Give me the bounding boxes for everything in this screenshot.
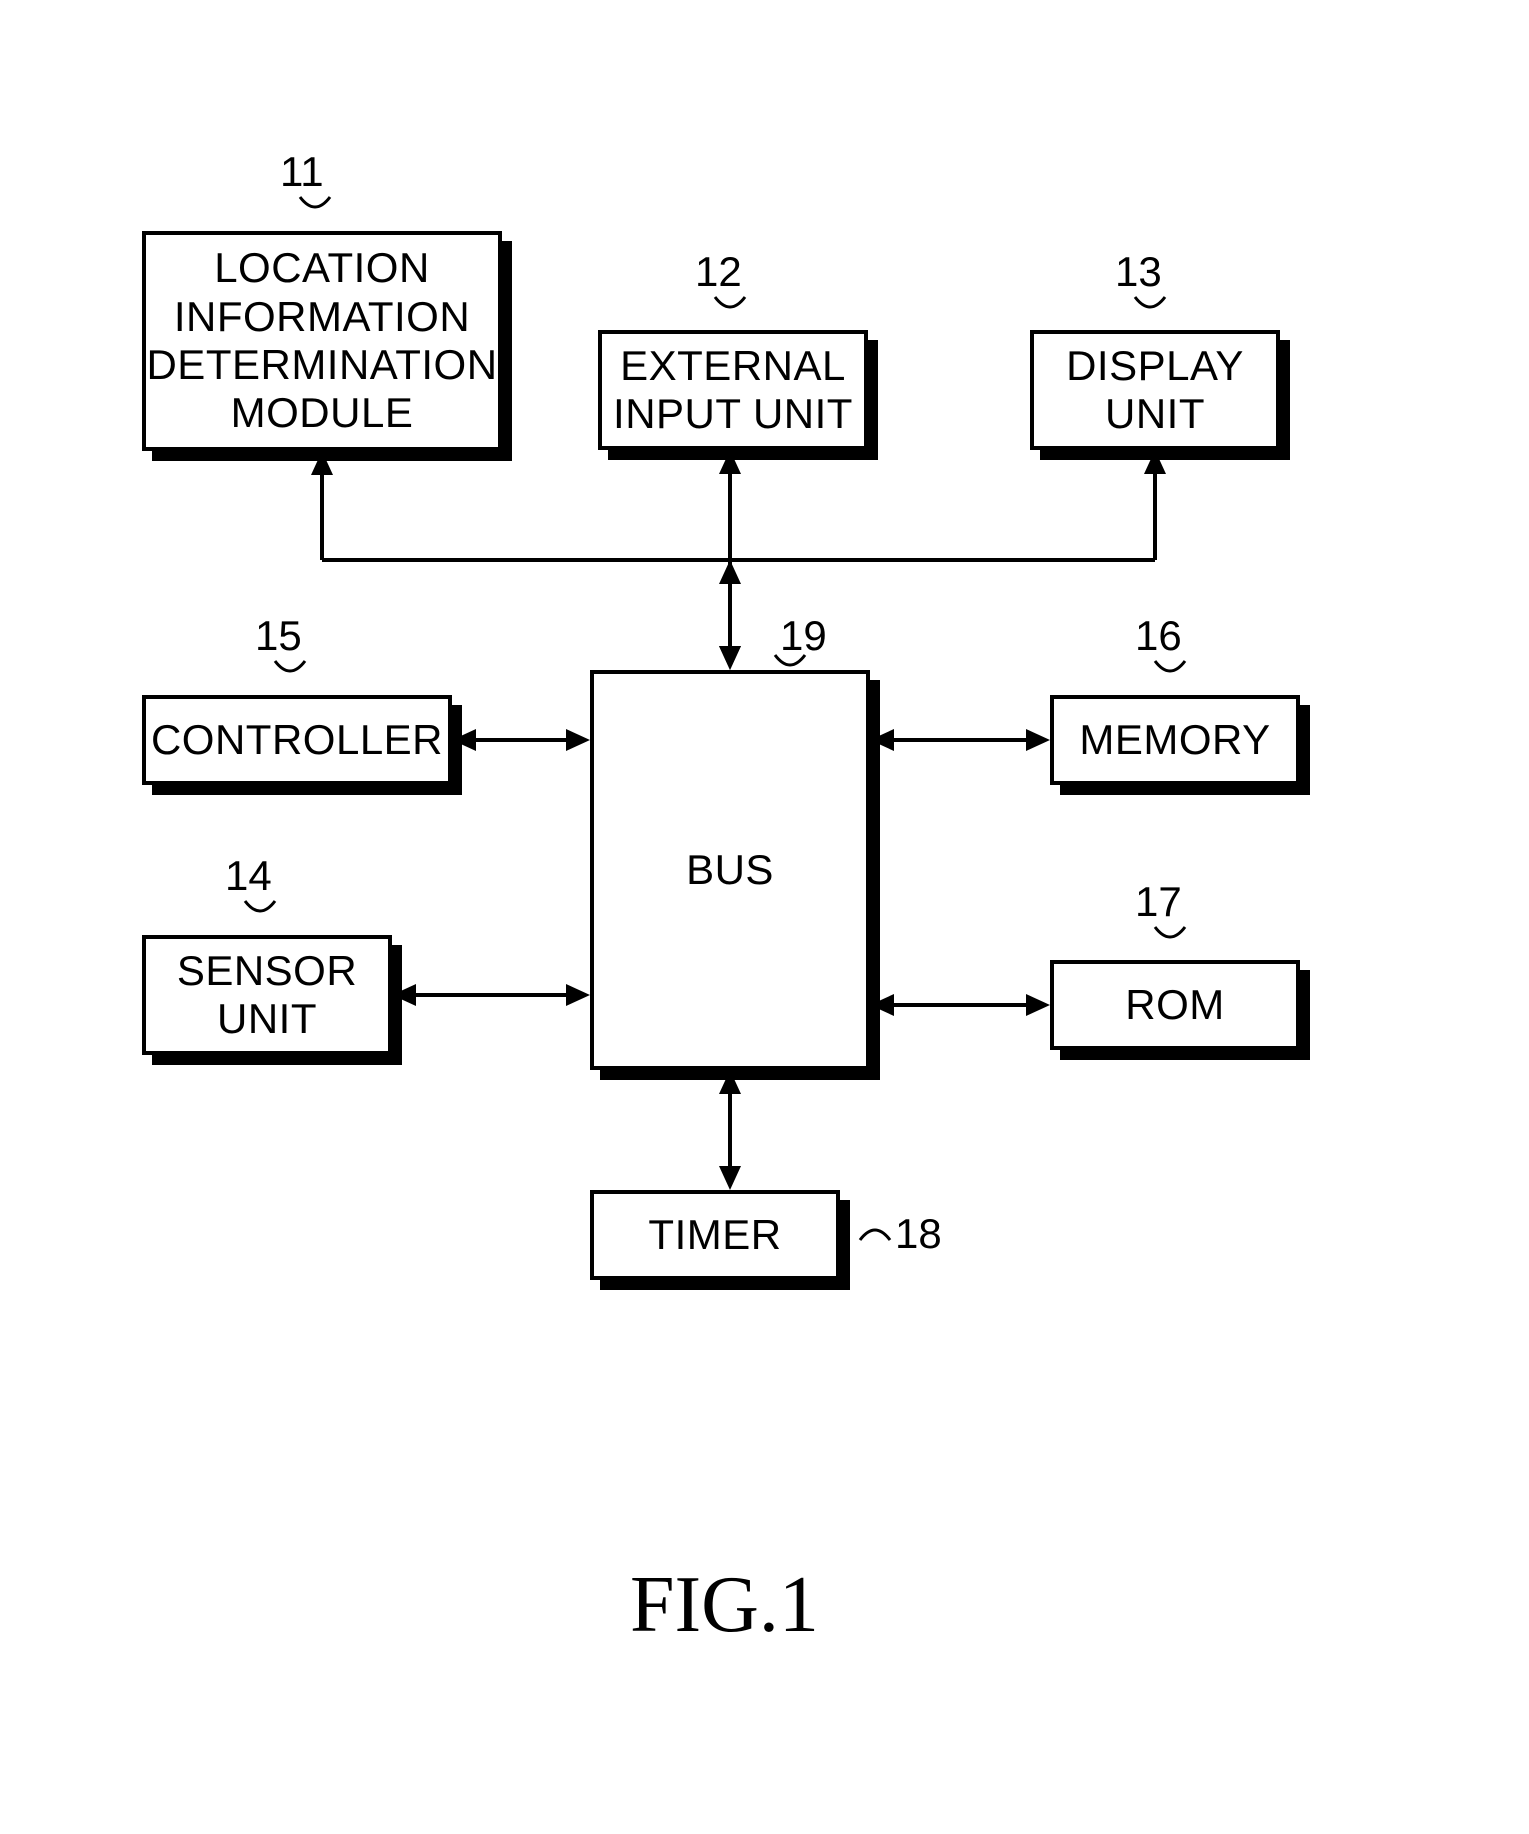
connectors (0, 0, 1529, 1834)
figure-caption: FIG.1 (630, 1560, 819, 1651)
diagram-canvas: LOCATIONINFORMATIONDETERMINATIONMODULE11… (0, 0, 1529, 1834)
